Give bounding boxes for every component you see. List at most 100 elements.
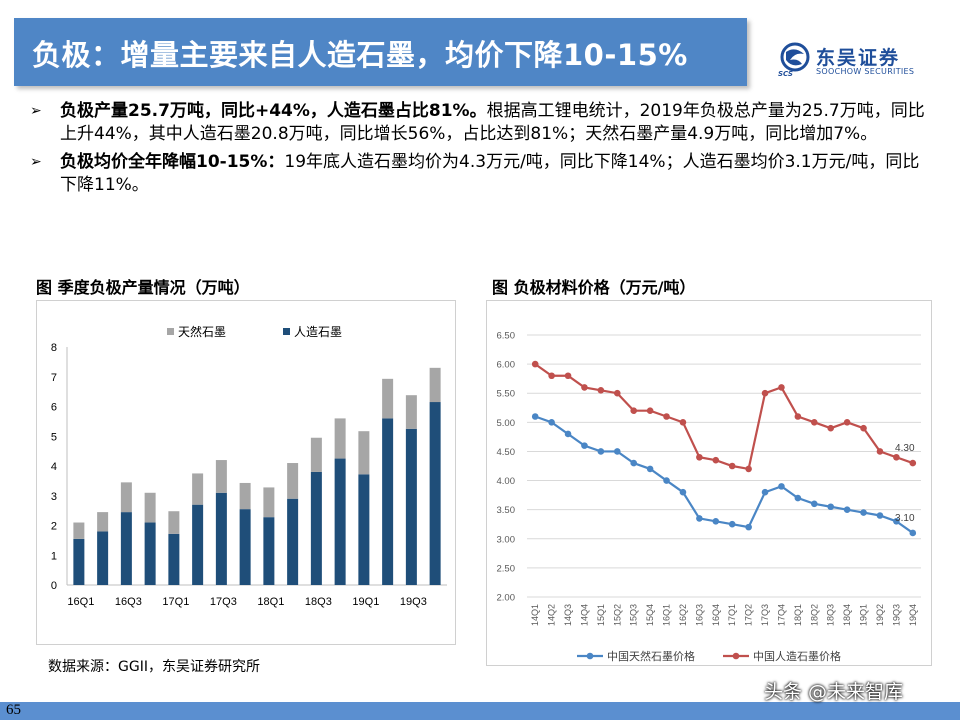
bar-artificial xyxy=(73,538,85,585)
x-tick-label: 18Q1 xyxy=(257,596,284,608)
x-tick-label: 18Q3 xyxy=(305,596,332,608)
data-point xyxy=(810,419,818,426)
logo-name-cn: 东吴证券 xyxy=(816,47,901,69)
bar-natural xyxy=(144,492,156,523)
bar-natural xyxy=(168,511,180,534)
data-point xyxy=(860,424,867,432)
bar-natural xyxy=(73,522,85,539)
bar-natural xyxy=(97,512,109,532)
y-tick-label: 7 xyxy=(51,372,57,384)
x-tick-label: 18Q2 xyxy=(809,604,819,626)
data-point xyxy=(663,413,670,420)
data-source: 数据来源：GGII，东吴证券研究所 xyxy=(48,659,260,675)
data-label: 3.10 xyxy=(895,513,915,524)
data-point xyxy=(564,430,572,438)
data-point xyxy=(728,462,736,470)
data-point xyxy=(778,483,785,490)
line-chart: 2.00 2.50 3.00 3.50 4.00 4.50 5.00 5.50 6.00 6.50… xyxy=(497,331,921,663)
series-line xyxy=(534,415,914,534)
bar-artificial xyxy=(192,504,204,585)
x-tick-label: 15Q4 xyxy=(645,604,655,626)
x-tick-label: 19Q4 xyxy=(908,604,918,626)
legend-marker xyxy=(586,652,594,660)
data-point xyxy=(630,407,638,414)
logo-abbr: SCS xyxy=(778,70,793,78)
arrow-bullet-icon: ➢ xyxy=(30,103,42,119)
data-point xyxy=(876,512,884,519)
data-point xyxy=(663,477,670,484)
y-tick-label: 3.50 xyxy=(497,505,516,516)
legend-label: 天然石墨 xyxy=(178,324,226,339)
y-tick-label: 4.50 xyxy=(497,447,516,458)
data-point xyxy=(794,494,802,502)
data-point xyxy=(810,500,818,508)
x-tick-label: 16Q1 xyxy=(662,604,672,626)
data-point xyxy=(531,360,539,368)
x-tick-label: 19Q1 xyxy=(352,596,379,608)
data-point xyxy=(679,488,687,496)
y-tick-label: 2 xyxy=(51,521,57,533)
bar-natural xyxy=(192,473,204,505)
x-tick-label: 15Q2 xyxy=(612,604,622,626)
data-point xyxy=(696,515,703,522)
data-point xyxy=(548,419,555,426)
page-number: 65 xyxy=(6,702,21,718)
bar-artificial xyxy=(310,471,322,585)
x-tick-label: 14Q4 xyxy=(579,604,589,626)
x-tick-label: 19Q2 xyxy=(875,604,885,626)
x-tick-label: 17Q4 xyxy=(776,604,786,626)
data-point xyxy=(728,520,736,528)
bullet-item: ➢ 负极均价全年降幅10-15%：19年底人造石墨均价为4.3万元/吨，同比下降… xyxy=(30,151,930,197)
logo-icon xyxy=(780,42,810,72)
x-tick-label: 16Q4 xyxy=(711,604,721,626)
x-tick-label: 17Q2 xyxy=(744,604,754,626)
data-point xyxy=(876,448,884,455)
data-point xyxy=(613,389,621,397)
line-chart-panel: 2.00 2.50 3.00 3.50 4.00 4.50 5.00 5.50 6.00 6.50… xyxy=(486,300,932,666)
bullet-bold: 负极均价全年降幅10-15%： xyxy=(60,152,285,172)
x-tick-label: 14Q3 xyxy=(563,604,573,626)
data-point xyxy=(597,448,605,455)
y-tick-label: 4 xyxy=(51,461,57,473)
y-tick-label: 1 xyxy=(51,550,57,562)
data-point xyxy=(909,529,917,537)
bar-artificial xyxy=(334,458,346,585)
bar-natural xyxy=(263,487,275,518)
bar-natural xyxy=(358,431,370,475)
x-tick-label: 17Q3 xyxy=(210,596,237,608)
bar-chart-panel: 0 1 2 3 4 5 6 7 8 16Q1 16Q3 17Q1 17Q3 18Q1 18Q3 19Q1 19Q… xyxy=(36,300,456,645)
legend-label: 中国人造石墨价格 xyxy=(753,649,841,663)
data-point xyxy=(909,459,917,467)
data-point xyxy=(745,523,752,531)
y-tick-label: 4.00 xyxy=(497,476,516,487)
data-point xyxy=(712,518,720,525)
data-point xyxy=(548,372,555,380)
data-point xyxy=(893,518,900,525)
data-point xyxy=(646,407,654,414)
data-point xyxy=(745,465,752,473)
data-point xyxy=(893,453,900,461)
y-tick-label: 6.50 xyxy=(497,331,516,342)
bar-natural xyxy=(120,482,132,513)
bar-natural xyxy=(405,395,417,429)
data-point xyxy=(794,413,802,420)
series-line xyxy=(534,363,914,471)
title-bar: 负极：增量主要来自人造石墨，均价下降10-15% xyxy=(14,18,747,86)
y-tick-label: 3.00 xyxy=(497,534,516,545)
bar-artificial xyxy=(405,428,417,585)
x-tick-label: 15Q3 xyxy=(629,604,639,626)
bar-artificial xyxy=(429,402,441,585)
y-tick-label: 6.00 xyxy=(497,360,516,371)
legend-label: 中国天然石墨价格 xyxy=(607,649,695,663)
legend-swatch xyxy=(167,328,174,335)
bar-artificial xyxy=(358,474,370,585)
data-point xyxy=(646,465,654,473)
x-tick-label: 19Q1 xyxy=(859,604,869,626)
legend-swatch xyxy=(283,328,290,335)
y-tick-label: 8 xyxy=(51,342,57,354)
x-tick-label: 15Q1 xyxy=(596,604,606,626)
bullet-text: 根据高工锂电统计，2019年负极总产量为25.7万吨，同比上升44%，其中人造石… xyxy=(60,101,925,144)
y-tick-label: 5.00 xyxy=(497,418,516,429)
bar-artificial xyxy=(168,533,180,585)
data-point xyxy=(613,448,621,455)
